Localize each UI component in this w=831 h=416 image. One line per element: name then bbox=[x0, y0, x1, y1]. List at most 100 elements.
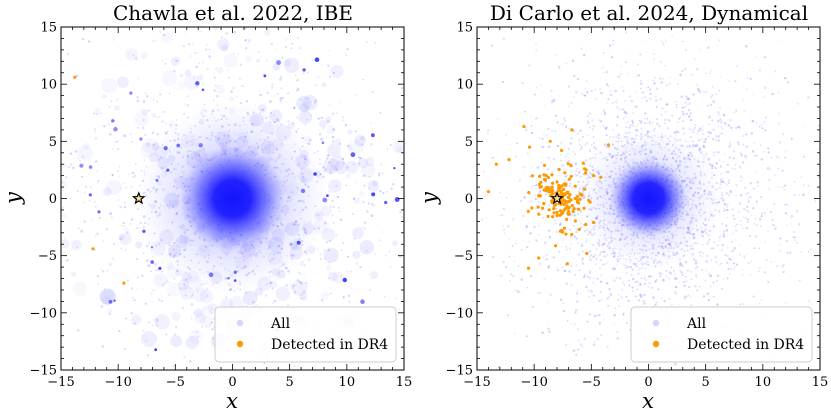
all-point bbox=[211, 307, 213, 310]
all-point bbox=[228, 77, 230, 79]
all-clump bbox=[217, 38, 230, 51]
all-point bbox=[346, 255, 350, 258]
all-point bbox=[684, 275, 687, 278]
all-point bbox=[754, 188, 756, 191]
y-axis-label-left: y bbox=[1, 191, 25, 205]
all-point bbox=[212, 317, 215, 320]
all-point bbox=[381, 231, 384, 233]
all-point bbox=[306, 285, 308, 287]
all-point bbox=[363, 184, 366, 187]
all-point bbox=[740, 179, 742, 182]
all-point bbox=[538, 291, 541, 294]
all-point bbox=[817, 148, 820, 151]
all-point bbox=[605, 83, 609, 86]
all-bright-point bbox=[158, 266, 162, 270]
all-point bbox=[611, 43, 614, 46]
all-point bbox=[708, 115, 711, 118]
all-point bbox=[585, 285, 588, 289]
all-point bbox=[583, 94, 586, 97]
all-point bbox=[715, 255, 718, 258]
all-point bbox=[649, 97, 652, 101]
all-point bbox=[564, 119, 567, 122]
all-bright-point bbox=[97, 210, 101, 214]
all-point bbox=[525, 226, 528, 228]
detected-point bbox=[580, 193, 584, 197]
all-point bbox=[661, 107, 664, 110]
all-point bbox=[203, 307, 206, 310]
all-point bbox=[696, 87, 700, 91]
all-point bbox=[798, 194, 801, 197]
all-point bbox=[675, 286, 678, 289]
all-point bbox=[551, 129, 554, 133]
all-point bbox=[800, 251, 803, 253]
all-clump bbox=[323, 157, 339, 174]
all-point bbox=[503, 228, 506, 231]
all-point bbox=[569, 228, 572, 231]
all-point bbox=[681, 106, 685, 109]
detected-point bbox=[555, 213, 559, 218]
all-point bbox=[739, 202, 742, 206]
all-point bbox=[719, 173, 722, 175]
all-point bbox=[159, 278, 162, 280]
all-point bbox=[734, 225, 737, 227]
all-point bbox=[530, 200, 533, 203]
all-point bbox=[520, 248, 523, 251]
all-point bbox=[328, 75, 332, 78]
all-point bbox=[631, 121, 634, 124]
all-point bbox=[566, 319, 569, 322]
all-point bbox=[537, 201, 540, 203]
all-point bbox=[795, 210, 799, 213]
all-point bbox=[605, 127, 607, 130]
detected-point bbox=[526, 209, 530, 213]
all-point bbox=[790, 215, 794, 218]
all-point bbox=[605, 126, 608, 129]
all-point bbox=[362, 78, 364, 81]
all-point bbox=[600, 299, 603, 301]
all-point bbox=[717, 119, 720, 123]
all-point bbox=[291, 285, 294, 288]
all-clump bbox=[170, 335, 183, 348]
all-point bbox=[560, 153, 562, 156]
all-point bbox=[694, 285, 697, 288]
all-point bbox=[563, 117, 566, 120]
all-point bbox=[630, 100, 633, 103]
all-point bbox=[632, 111, 635, 115]
all-point bbox=[732, 268, 735, 271]
all-point bbox=[666, 84, 668, 87]
detected-point bbox=[606, 143, 611, 147]
all-point bbox=[305, 281, 308, 285]
all-point bbox=[778, 39, 780, 41]
all-point bbox=[746, 77, 749, 79]
all-point bbox=[786, 251, 789, 254]
detected-point bbox=[573, 219, 578, 223]
all-point bbox=[735, 126, 738, 130]
all-point bbox=[706, 104, 709, 107]
all-point bbox=[620, 295, 622, 298]
all-point bbox=[547, 157, 551, 160]
all-point bbox=[731, 249, 734, 253]
detected-point bbox=[562, 208, 566, 212]
all-point bbox=[721, 180, 724, 183]
all-point bbox=[142, 288, 144, 290]
all-point bbox=[154, 39, 156, 42]
all-point bbox=[361, 226, 364, 229]
all-point bbox=[214, 84, 217, 87]
all-point bbox=[735, 263, 739, 266]
all-point bbox=[744, 186, 747, 189]
all-point bbox=[725, 224, 728, 227]
x-tick-label: 15 bbox=[812, 375, 829, 390]
all-point bbox=[784, 156, 786, 159]
all-point bbox=[205, 48, 208, 51]
detected-point bbox=[536, 205, 540, 209]
all-point bbox=[567, 127, 570, 130]
all-point bbox=[314, 101, 316, 104]
all-point bbox=[130, 185, 133, 188]
all-point bbox=[688, 128, 691, 130]
all-point bbox=[675, 101, 678, 103]
all-point bbox=[142, 252, 145, 255]
all-point bbox=[314, 99, 317, 102]
all-point bbox=[669, 76, 671, 79]
all-point bbox=[613, 267, 616, 271]
detected-point bbox=[565, 217, 569, 221]
